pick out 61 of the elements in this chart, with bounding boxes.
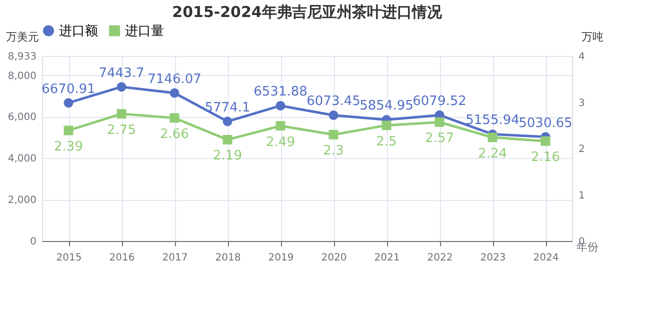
- x-tick-label: 2017: [162, 252, 188, 264]
- data-label: 5155.94: [466, 113, 520, 128]
- point: [170, 88, 180, 98]
- point: [116, 109, 126, 119]
- legend-label: 进口量: [125, 24, 164, 39]
- y-tick-label: 6,000: [8, 112, 36, 124]
- x-tick-label: 2018: [215, 252, 241, 264]
- data-label: 5774.1: [204, 100, 250, 116]
- data-label: 2.75: [107, 122, 136, 138]
- point: [434, 117, 444, 127]
- data-label: 2.39: [54, 139, 83, 154]
- data-label: 5854.95: [360, 98, 414, 114]
- point: [276, 100, 286, 110]
- point: [222, 134, 232, 144]
- point: [382, 120, 392, 130]
- data-label: 7443.7: [98, 66, 144, 81]
- data-label: 5030.65: [518, 116, 572, 131]
- data-label: 6531.88: [254, 84, 308, 100]
- y2-tick-label: 4: [578, 52, 585, 62]
- point: [170, 113, 180, 123]
- x-tick-label: 2024: [533, 252, 559, 264]
- point: [64, 98, 74, 108]
- y2-tick-label: 3: [578, 98, 585, 109]
- data-label: 2.5: [376, 134, 397, 150]
- data-label: 2.16: [531, 150, 560, 166]
- x-tick-label: 2020: [321, 252, 347, 264]
- y2-axis-title: 万吨: [582, 30, 604, 44]
- x-tick-label: 2019: [268, 252, 294, 264]
- data-label: 2.3: [323, 144, 344, 159]
- point: [328, 110, 338, 120]
- data-label: 2.66: [160, 126, 189, 142]
- y2-tick-label: 2: [578, 144, 585, 155]
- data-label: 2.24: [478, 146, 507, 162]
- x-tick-label: 2023: [480, 252, 506, 264]
- x-tick-label: 2021: [374, 252, 400, 264]
- data-label: 2.57: [425, 131, 454, 146]
- x-tick-label: 2016: [109, 252, 135, 264]
- x-tick-label: 2015: [56, 252, 82, 264]
- point: [328, 130, 338, 140]
- x-tick-label: 2022: [427, 252, 453, 264]
- point: [116, 82, 126, 92]
- point: [488, 132, 498, 142]
- legend-label: 进口额: [59, 24, 98, 39]
- y-axis-title: 万美元: [6, 30, 39, 44]
- y-tick-label: 0: [30, 236, 36, 248]
- point: [64, 126, 74, 136]
- y-tick-label: 2,000: [8, 195, 36, 206]
- point: [222, 116, 232, 126]
- data-label: 2.19: [213, 148, 242, 164]
- y-tick-label: 8,000: [8, 70, 36, 82]
- y2-tick-label: 1: [578, 190, 585, 202]
- y-tick-label: 4,000: [8, 154, 36, 165]
- data-label: 6670.91: [42, 82, 96, 97]
- point: [540, 136, 550, 146]
- data-label: 7146.07: [148, 72, 202, 88]
- data-label: 6079.52: [412, 94, 466, 110]
- chart-title: 2015-2024年弗吉尼亚州茶叶进口情况: [172, 3, 443, 21]
- y-tick-label: 8,933: [8, 52, 36, 62]
- data-label: 2.49: [266, 134, 295, 150]
- point: [276, 121, 286, 131]
- data-label: 6073.45: [306, 94, 360, 110]
